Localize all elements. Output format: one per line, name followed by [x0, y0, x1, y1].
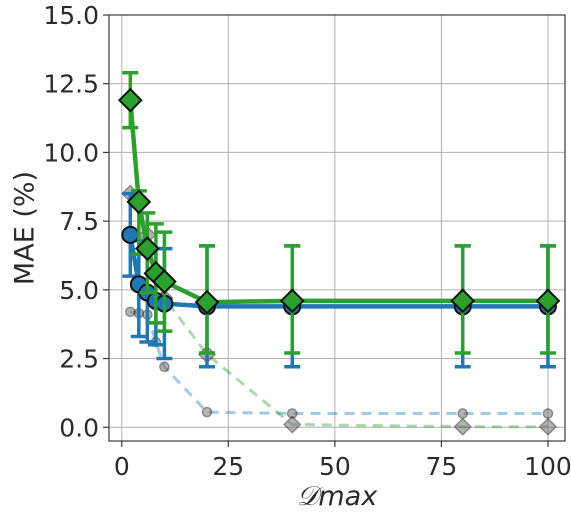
x-tick-label: 100 [524, 452, 571, 481]
x-axis-label: 𝒟max [297, 481, 378, 512]
series-3-point-1 [126, 189, 152, 215]
y-axis-ticks: 0.0 2.5 5.0 7.5 10.0 12.5 15.0 [43, 1, 109, 442]
series-1 [121, 184, 558, 436]
series-0-line [130, 310, 548, 416]
series-3-line [128, 100, 548, 305]
y-tick-label: 5.0 [59, 276, 99, 305]
series-3-point-2 [134, 236, 160, 262]
series-0 [125, 306, 554, 419]
x-tick-label: 75 [426, 452, 458, 481]
y-tick-label: 7.5 [59, 207, 99, 236]
series-0-point-5 [201, 406, 213, 418]
series-3-point-5 [194, 289, 220, 315]
series-2 [121, 191, 557, 369]
series-3-point-6 [279, 288, 305, 314]
series-3-point-0 [117, 87, 143, 113]
x-tick-label: 25 [212, 452, 244, 481]
series-1-point-8 [538, 417, 558, 436]
series-1-point-6 [283, 415, 302, 434]
plot-frame [108, 14, 566, 442]
series-0-point-7 [457, 408, 468, 419]
y-tick-label: 0.0 [59, 413, 99, 442]
x-tick-label: 50 [319, 452, 351, 481]
series-3-point-7 [450, 288, 476, 314]
series-2-point-0 [121, 225, 140, 244]
y-axis-label: MAE (%) [9, 171, 40, 285]
y-tick-label: 15.0 [43, 1, 99, 30]
x-tick-label: 0 [114, 452, 130, 481]
series-layer [117, 70, 561, 436]
y-tick-label: 12.5 [43, 70, 99, 99]
series-0-point-8 [542, 408, 554, 419]
series-1-point-7 [453, 417, 472, 436]
grid-lines [109, 14, 565, 441]
series-3-point-8 [535, 288, 561, 314]
series-0-point-0 [125, 306, 136, 318]
series-3-point-4 [151, 269, 177, 295]
x-axis-ticks: 0 25 50 75 100 [114, 441, 571, 481]
y-tick-label: 2.5 [59, 345, 99, 374]
series-1-line [129, 192, 548, 429]
y-tick-label: 10.0 [43, 138, 99, 167]
series-0-point-4 [159, 361, 170, 373]
series-3 [117, 70, 561, 355]
